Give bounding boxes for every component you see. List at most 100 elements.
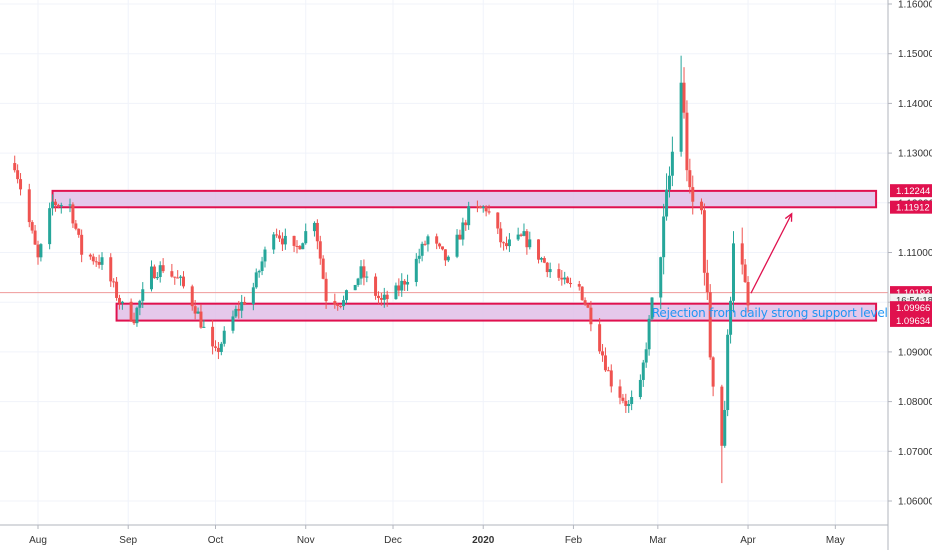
candle-down xyxy=(589,300,593,332)
candle-body xyxy=(36,244,40,258)
candle-body xyxy=(548,269,552,273)
candle-body xyxy=(254,272,258,288)
candle-up xyxy=(155,272,159,281)
candle-body xyxy=(598,324,602,352)
candle-body xyxy=(609,370,613,387)
candle-down xyxy=(708,284,712,360)
candle-body xyxy=(665,189,669,217)
candle-body xyxy=(708,292,712,358)
candle-body xyxy=(542,258,546,263)
candle-down xyxy=(618,379,622,405)
price-badge-bg xyxy=(890,301,932,315)
candle-down xyxy=(586,303,590,309)
arrow-head xyxy=(784,212,793,222)
candle-down xyxy=(56,203,60,209)
candle-body xyxy=(283,235,287,245)
candle-body xyxy=(240,301,244,311)
candle-down xyxy=(333,293,337,309)
candle-body xyxy=(726,334,730,411)
candle-up xyxy=(426,234,430,252)
candle-body xyxy=(423,243,427,245)
candle-body xyxy=(702,210,706,273)
x-tick-label: 2020 xyxy=(472,535,495,546)
candle-down xyxy=(80,229,84,263)
candle-body xyxy=(280,238,284,245)
candle-body xyxy=(120,301,124,304)
candle-down xyxy=(97,254,101,269)
candle-down xyxy=(519,233,523,237)
candle-body xyxy=(193,306,197,314)
candle-down xyxy=(740,227,744,275)
candle-body xyxy=(519,234,523,236)
candle-down xyxy=(292,235,296,253)
candle-body xyxy=(545,262,549,273)
candle-up xyxy=(729,296,733,344)
candle-down xyxy=(458,229,462,240)
y-tick-label: 1.07000 xyxy=(898,447,932,458)
candle-up xyxy=(359,260,363,285)
candle-down xyxy=(74,220,78,231)
candle-down xyxy=(278,230,282,242)
candle-body xyxy=(740,243,744,265)
candle-down xyxy=(112,278,116,288)
price-badge-bg xyxy=(890,313,932,327)
candle-down xyxy=(295,240,299,254)
candle-layer xyxy=(13,55,750,484)
candle-body xyxy=(435,236,439,244)
candle-body xyxy=(182,276,185,287)
candle-up xyxy=(461,217,465,246)
candle-down xyxy=(557,263,561,281)
candle-body xyxy=(117,297,121,304)
candle-body xyxy=(743,264,747,283)
candle-body xyxy=(560,277,564,280)
candle-body xyxy=(566,277,570,283)
candle-body xyxy=(746,282,750,306)
candle-body xyxy=(179,276,183,278)
candle-body xyxy=(586,304,590,308)
candle-body xyxy=(659,257,663,298)
candle-body xyxy=(190,286,194,307)
candle-body xyxy=(222,330,226,344)
candle-up xyxy=(222,326,226,347)
time-axis[interactable]: Aug Sep Oct Nov Dec 2020 Feb Mar Apr May xyxy=(29,525,845,546)
x-tick-label: Dec xyxy=(384,535,402,546)
candle-body xyxy=(455,234,459,257)
candle-down xyxy=(318,235,322,265)
candle-body xyxy=(318,241,322,259)
price-badge: 1.12244 xyxy=(890,184,932,198)
candle-down xyxy=(117,294,121,310)
candle-up xyxy=(272,232,276,254)
candle-body xyxy=(630,397,634,405)
candle-down xyxy=(336,302,340,311)
candle-body xyxy=(374,276,378,296)
candle-body xyxy=(112,281,116,283)
y-tick-label: 1.06000 xyxy=(898,497,932,508)
candle-down xyxy=(478,205,482,209)
candle-down xyxy=(161,258,165,274)
candle-body xyxy=(618,386,622,398)
x-tick-label: Aug xyxy=(29,535,47,546)
candle-body xyxy=(627,404,631,406)
candle-body xyxy=(443,249,447,261)
candle-body xyxy=(438,243,442,247)
price-badge: 1.11912 xyxy=(890,200,932,214)
y-tick-label: 1.14000 xyxy=(898,99,932,110)
candle-down xyxy=(699,198,703,215)
candle-body xyxy=(481,206,485,209)
candle-up xyxy=(394,282,398,300)
candle-up xyxy=(650,297,654,321)
candle-body xyxy=(321,258,325,279)
candle-body xyxy=(516,234,520,240)
candle-down xyxy=(77,228,81,238)
candle-down xyxy=(216,342,220,360)
candle-body xyxy=(176,277,180,279)
candle-body xyxy=(528,239,532,248)
candle-body xyxy=(324,278,328,302)
candle-down xyxy=(94,256,98,267)
candle-up xyxy=(667,166,671,198)
candle-body xyxy=(496,212,500,229)
candle-up xyxy=(353,284,357,291)
candle-down xyxy=(182,271,185,289)
